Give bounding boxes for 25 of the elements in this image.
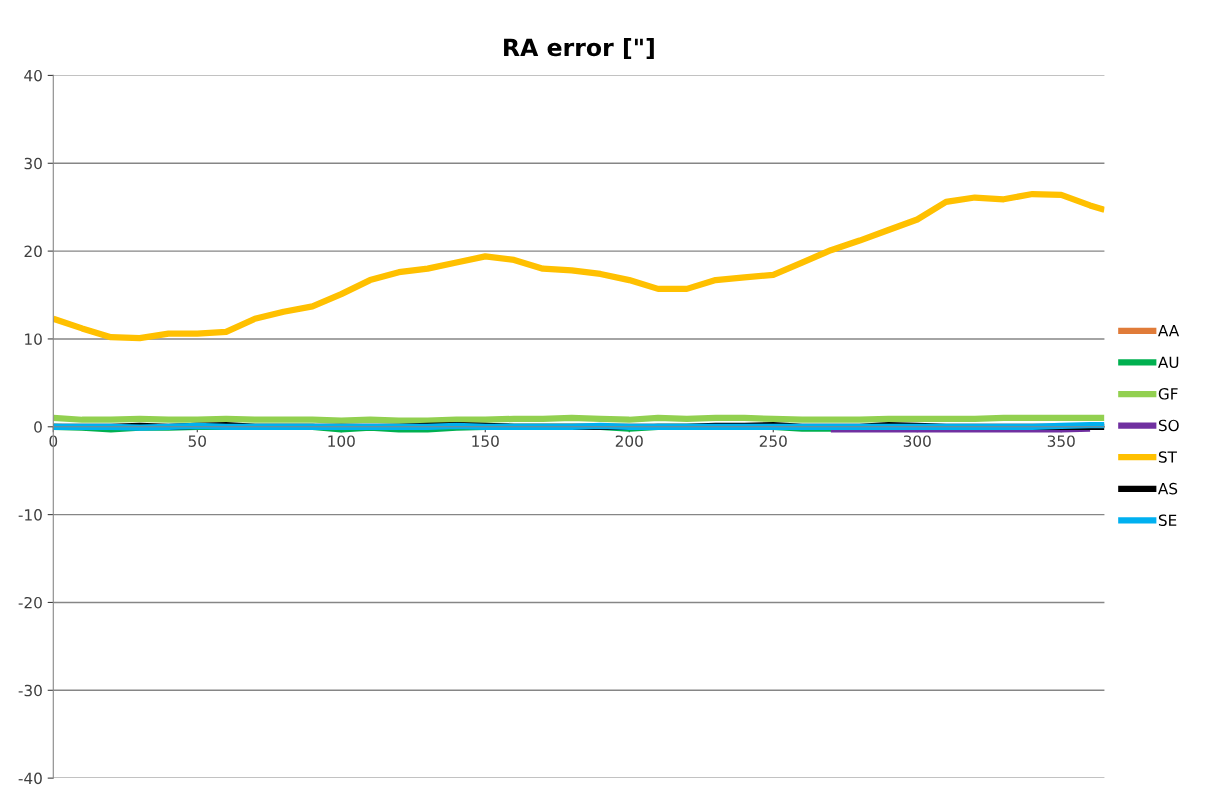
x-tick-label: 50 [188, 435, 206, 447]
legend-label: AA [1158, 325, 1180, 337]
y-tick-label: -30 [18, 684, 42, 697]
x-tick-label: 100 [328, 435, 355, 447]
x-tick-label: 350 [1047, 435, 1075, 447]
legend-label: ST [1158, 451, 1177, 463]
legend-label: AU [1158, 356, 1179, 369]
y-tick-label: -20 [18, 596, 42, 609]
x-tick-label: 150 [472, 435, 499, 447]
y-tick-label: 40 [24, 69, 42, 82]
legend-label: AS [1158, 482, 1178, 495]
x-tick-label: 200 [615, 435, 643, 447]
y-tick-label: 30 [24, 157, 42, 170]
y-tick-label: 20 [24, 245, 42, 258]
x-tick-label: 0 [49, 435, 58, 447]
x-tick-label: 300 [903, 435, 931, 447]
x-tick-label: 250 [759, 435, 787, 447]
legend-label: SE [1158, 514, 1177, 526]
y-tick-label: 10 [25, 333, 42, 345]
y-tick-label: -10 [18, 509, 42, 521]
y-tick-label: 0 [34, 421, 42, 433]
chart-title: RA error ["] [504, 38, 654, 60]
legend-label: SO [1158, 419, 1179, 432]
y-tick-label: -40 [18, 772, 42, 785]
legend-label: GF [1158, 388, 1178, 400]
